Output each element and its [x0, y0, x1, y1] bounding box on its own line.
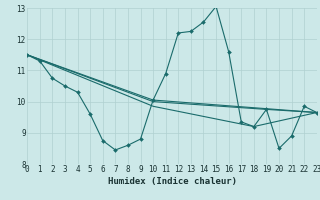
X-axis label: Humidex (Indice chaleur): Humidex (Indice chaleur) [108, 177, 236, 186]
